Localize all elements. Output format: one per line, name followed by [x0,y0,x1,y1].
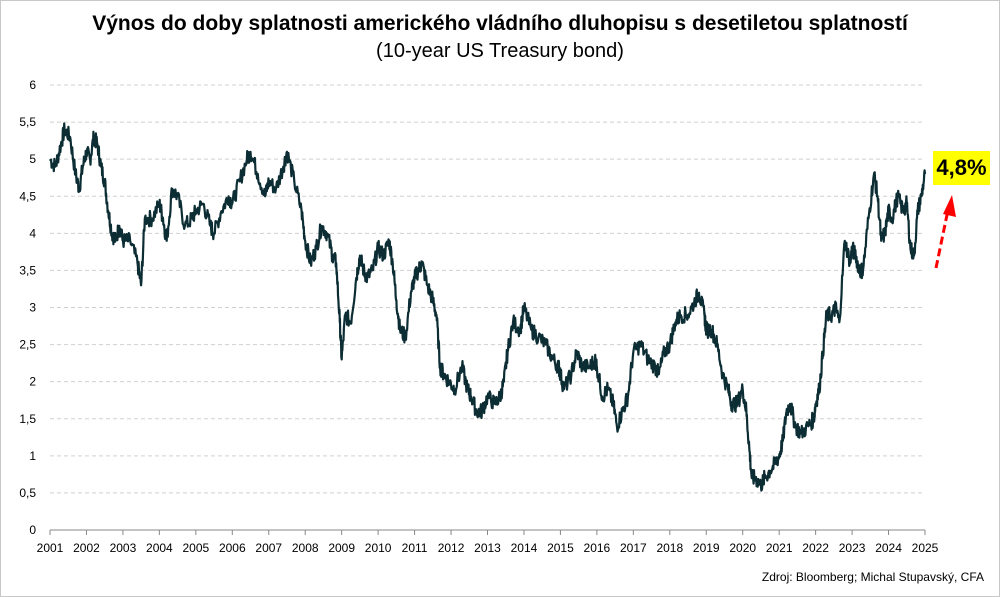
x-tick-label: 2006 [219,541,246,555]
x-tick-label: 2023 [839,541,866,555]
y-tick-label: 3 [29,301,36,315]
x-tick-label: 2001 [37,541,64,555]
x-tick-label: 2002 [73,541,100,555]
x-tick-label: 2014 [511,541,538,555]
y-tick-label: 4,5 [19,189,36,203]
y-tick-label: 1 [29,449,36,463]
x-tick-label: 2003 [110,541,137,555]
x-tick-label: 2018 [656,541,683,555]
x-tick-label: 2017 [620,541,647,555]
x-tick-label: 2007 [255,541,282,555]
arrow-head [943,195,956,217]
chart-subtitle: (10-year US Treasury bond) [376,40,624,62]
series-line-us10y [49,122,927,492]
x-tick-label: 2020 [729,541,756,555]
x-axis-ticks: 2001 2002 2003 2004 2005 2006 2007 2008 2009 2010… [37,530,939,555]
up-arrow [934,209,950,269]
x-tick-label: 2015 [547,541,574,555]
x-tick-label: 2024 [875,541,902,555]
y-tick-label: 0,5 [19,486,36,500]
gridlines [50,84,925,494]
y-tick-label: 5,5 [19,115,36,129]
x-tick-label: 2011 [402,541,428,555]
x-tick-label: 2013 [474,541,501,555]
x-tick-label: 2005 [182,541,209,555]
source-note: Zdroj: Bloomberg; Michal Stupavský, CFA [761,570,984,584]
y-axis-ticks: 0 0,5 1 1,5 2 2,5 3 3,5 4 4,5 5 5,5 6 [19,78,36,537]
x-tick-label: 2010 [365,541,392,555]
x-tick-label: 2009 [328,541,355,555]
x-tick-label: 2004 [146,541,173,555]
x-tick-label: 2022 [802,541,829,555]
y-tick-label: 4 [29,226,36,240]
chart-title: Výnos do doby splatnosti amerického vlád… [92,12,908,35]
y-tick-label: 1,5 [19,412,36,426]
y-tick-label: 5 [29,152,36,166]
x-tick-label: 2012 [438,541,465,555]
y-tick-label: 2,5 [19,338,36,352]
x-tick-label: 2019 [693,541,720,555]
y-tick-label: 2 [29,375,36,389]
y-tick-label: 3,5 [19,263,36,277]
x-tick-label: 2008 [292,541,319,555]
x-tick-label: 2025 [912,541,939,555]
annotation-badge: 4,8% [933,151,990,185]
x-tick-label: 2021 [766,541,793,555]
y-tick-label: 0 [29,523,36,537]
x-tick-label: 2016 [584,541,611,555]
y-tick-label: 6 [29,78,36,92]
